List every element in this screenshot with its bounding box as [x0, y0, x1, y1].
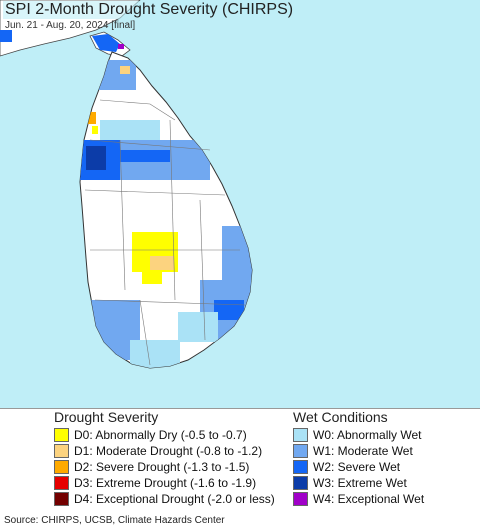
d4-label: D4: Exceptional Drought (-2.0 or less) [74, 492, 275, 506]
d0-label: D0: Abnormally Dry (-0.5 to -0.7) [74, 428, 247, 442]
legend-item-w1: W1: Moderate Wet [293, 443, 424, 459]
d4-swatch [54, 492, 69, 506]
india-wet-speck [0, 30, 12, 42]
d3-label: D3: Extreme Drought (-1.6 to -1.9) [74, 476, 257, 490]
source-credit: Source: CHIRPS, UCSB, Climate Hazards Ce… [4, 515, 225, 526]
legend-item-d2: D2: Severe Drought (-1.3 to -1.5) [54, 459, 275, 475]
severity-overlay [80, 60, 252, 368]
d2-swatch [54, 460, 69, 474]
d1-label: D1: Moderate Drought (-0.8 to -1.2) [74, 444, 263, 458]
w0-swatch [293, 428, 308, 442]
w0-label: W0: Abnormally Wet [313, 428, 422, 442]
jaffna-wet [92, 34, 120, 52]
d3-swatch [54, 476, 69, 490]
district-boundaries [84, 99, 246, 366]
legend-item-d4: D4: Exceptional Drought (-2.0 or less) [54, 491, 275, 507]
drought-legend: Drought Severity D0: Abnormally Dry (-0.… [54, 408, 275, 507]
legend-item-w3: W3: Extreme Wet [293, 475, 424, 491]
w2-swatch [293, 460, 308, 474]
w4-speck [118, 44, 124, 49]
w3-label: W3: Extreme Wet [313, 476, 407, 490]
map-subtitle: Jun. 21 - Aug. 20, 2024 [final] [5, 20, 136, 31]
map-area: SPI 2-Month Drought Severity (CHIRPS) Ju… [0, 0, 480, 408]
w4-label: W4: Exceptional Wet [313, 492, 425, 506]
w2-label: W2: Severe Wet [313, 460, 401, 474]
sri-lanka-map [0, 0, 253, 369]
legend-item-d3: D3: Extreme Drought (-1.6 to -1.9) [54, 475, 275, 491]
legend-item-w0: W0: Abnormally Wet [293, 427, 424, 443]
w3-swatch [293, 476, 308, 490]
wet-legend: Wet Conditions W0: Abnormally Wet W1: Mo… [293, 408, 424, 507]
w4-swatch [293, 492, 308, 506]
legend-item-d0: D0: Abnormally Dry (-0.5 to -0.7) [54, 427, 275, 443]
d1-swatch [54, 444, 69, 458]
w1-swatch [293, 444, 308, 458]
wet-legend-heading: Wet Conditions [293, 409, 388, 425]
d2-label: D2: Severe Drought (-1.3 to -1.5) [74, 460, 250, 474]
map-title: SPI 2-Month Drought Severity (CHIRPS) [3, 1, 296, 19]
drought-legend-heading: Drought Severity [54, 409, 159, 425]
legend-divider [0, 408, 480, 409]
legend-item-w4: W4: Exceptional Wet [293, 491, 424, 507]
legend-item-d1: D1: Moderate Drought (-0.8 to -1.2) [54, 443, 275, 459]
legend-item-w2: W2: Severe Wet [293, 459, 424, 475]
w1-label: W1: Moderate Wet [313, 444, 413, 458]
d0-swatch [54, 428, 69, 442]
